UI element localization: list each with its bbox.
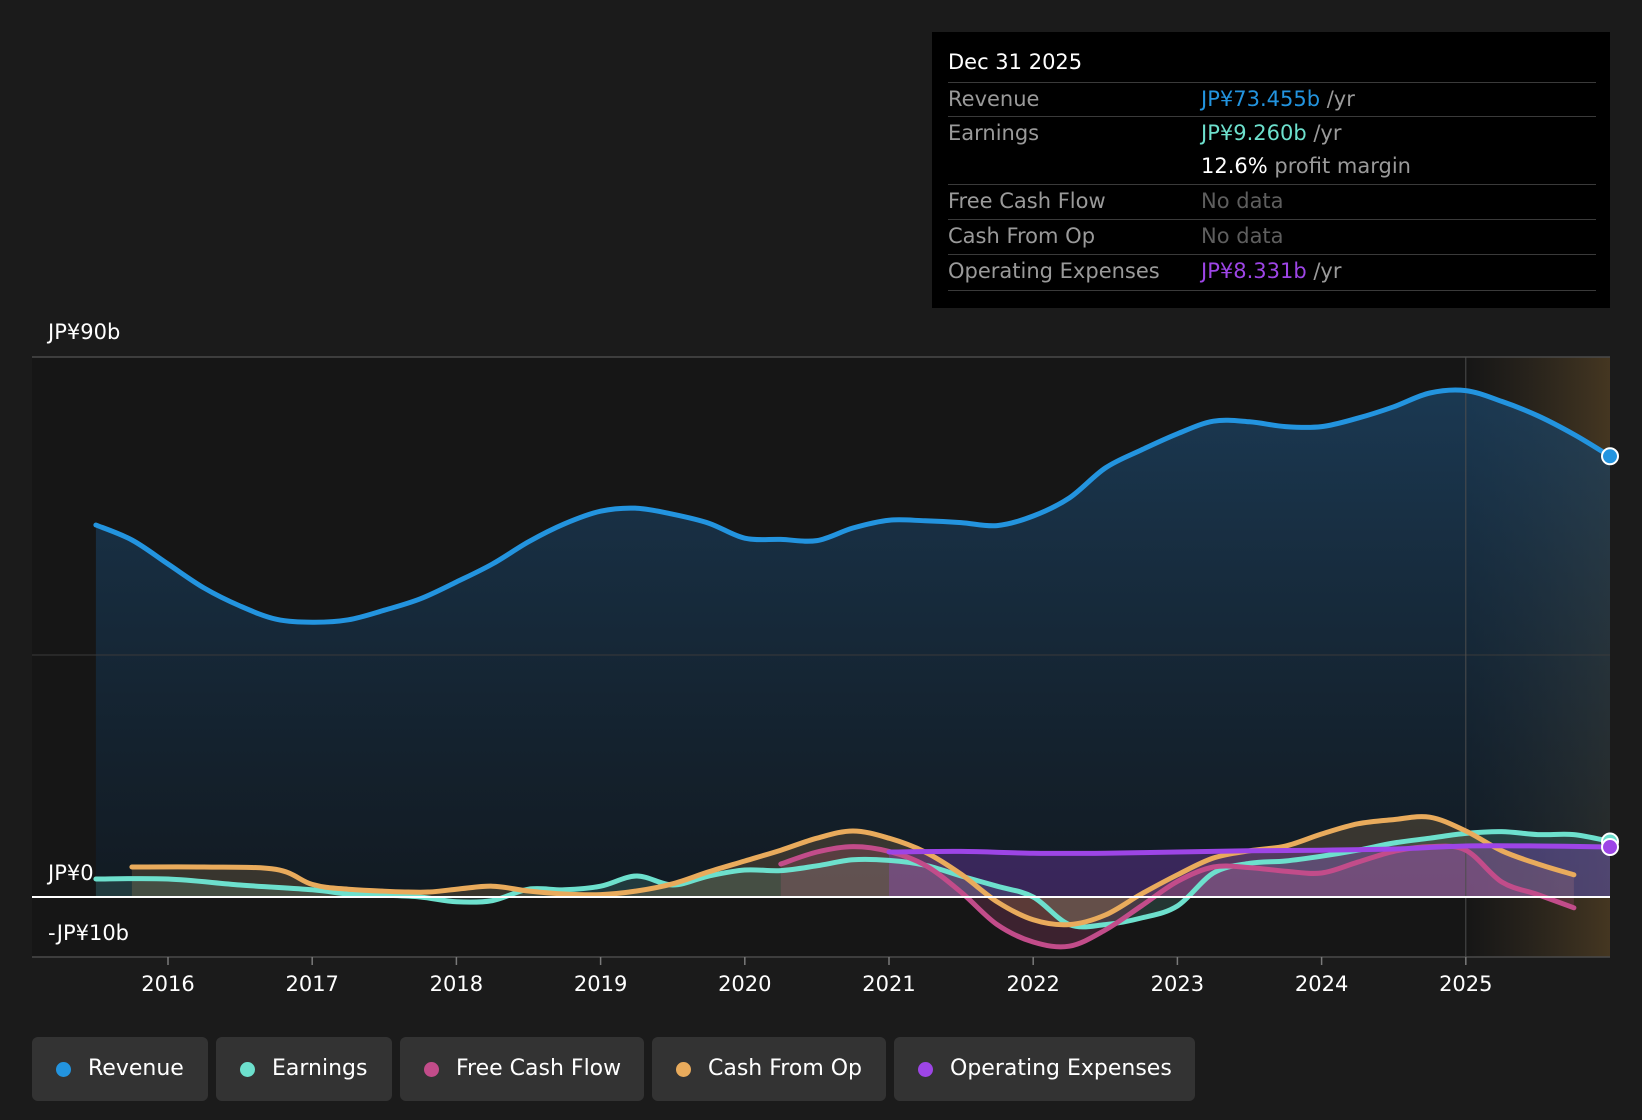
tooltip-revenue-value: JP¥73.455b [1201, 87, 1321, 111]
x-tick-label: 2021 [862, 972, 915, 996]
revenue-end-marker [1601, 447, 1619, 466]
cash-from-op-area [131, 816, 1574, 925]
tooltip-row-opex: Operating Expenses JP¥8.331b /yr [948, 254, 1596, 288]
tooltip-fcf-value: No data [1201, 189, 1284, 213]
tooltip-earnings-value: JP¥9.260b [1201, 121, 1307, 145]
x-tick-label: 2020 [718, 972, 771, 996]
legend-item-free-cash-flow[interactable]: Free Cash Flow [400, 1037, 644, 1101]
legend-label-cash-from-op: Cash From Op [708, 1056, 863, 1081]
y-axis-zero-label: JP¥0 [48, 861, 94, 885]
tooltip-row-revenue: Revenue JP¥73.455b /yr [948, 82, 1596, 116]
legend-item-operating-expenses[interactable]: Operating Expenses [894, 1037, 1195, 1101]
operating-expenses-area [889, 845, 1610, 897]
operating-expenses-end-marker [1601, 838, 1619, 857]
legend-item-earnings[interactable]: Earnings [216, 1037, 392, 1101]
legend-item-cash-from-op[interactable]: Cash From Op [652, 1037, 886, 1101]
financial-chart: 2016 2017 2018 2019 2020 2021 2022 2023 2024 2025 [32, 356, 1619, 996]
tooltip-revenue-label: Revenue [948, 87, 1040, 111]
tooltip-opex-value: JP¥8.331b [1201, 259, 1307, 283]
legend-label-free-cash-flow: Free Cash Flow [456, 1056, 622, 1081]
tooltip-row-cfo: Cash From Op No data [948, 219, 1596, 253]
x-tick-label: 2023 [1151, 972, 1204, 996]
legend-label-operating-expenses: Operating Expenses [950, 1056, 1172, 1081]
earnings-dot-icon [240, 1062, 255, 1077]
tooltip-fcf-label: Free Cash Flow [948, 189, 1106, 213]
earnings-area [95, 831, 1610, 927]
x-tick-label: 2019 [574, 972, 627, 996]
tooltip-row-fcf: Free Cash Flow No data [948, 184, 1596, 218]
tooltip-date: Dec 31 2025 [948, 50, 1083, 74]
revenue-line [93, 387, 1613, 625]
legend-item-revenue[interactable]: Revenue [32, 1037, 208, 1101]
tooltip-divider [948, 290, 1596, 291]
y-axis-top-label: JP¥90b [48, 320, 121, 344]
cash-from-op-dot-icon [676, 1062, 691, 1077]
x-tick-label: 2025 [1439, 972, 1492, 996]
x-tick-label: 2018 [430, 972, 483, 996]
legend-label-revenue: Revenue [88, 1056, 184, 1081]
y-axis-bottom-label: -JP¥10b [48, 921, 130, 945]
tooltip-opex-label: Operating Expenses [948, 259, 1160, 283]
x-tick-label: 2017 [285, 972, 338, 996]
legend-label-earnings: Earnings [272, 1056, 368, 1081]
revenue-area [95, 389, 1610, 897]
x-tick-label: 2016 [141, 972, 194, 996]
tooltip-cfo-value: No data [1201, 224, 1284, 248]
tooltip-revenue-unit: /yr [1326, 87, 1355, 111]
tooltip-row-earnings: Earnings JP¥9.260b /yr [948, 116, 1596, 150]
tooltip-margin-text: profit margin [1274, 154, 1411, 178]
free-cash-flow-dot-icon [424, 1062, 439, 1077]
cash-from-op-line [129, 814, 1577, 928]
tooltip-earnings-unit: /yr [1313, 121, 1342, 145]
tooltip-margin-value: 12.6% [1201, 154, 1268, 178]
operating-expenses-dot-icon [918, 1062, 933, 1077]
revenue-dot-icon [56, 1062, 71, 1077]
tooltip-panel: Dec 31 2025 Revenue JP¥73.455b /yr Earni… [932, 32, 1610, 308]
operating-expenses-line [886, 843, 1613, 856]
tooltip-opex-unit: /yr [1313, 259, 1342, 283]
tooltip-cfo-label: Cash From Op [948, 224, 1096, 248]
tooltip-earnings-label: Earnings [948, 121, 1040, 145]
x-tick-label: 2024 [1295, 972, 1348, 996]
tooltip-row-margin: 12.6% profit margin [948, 150, 1596, 183]
x-tick-label: 2022 [1006, 972, 1059, 996]
